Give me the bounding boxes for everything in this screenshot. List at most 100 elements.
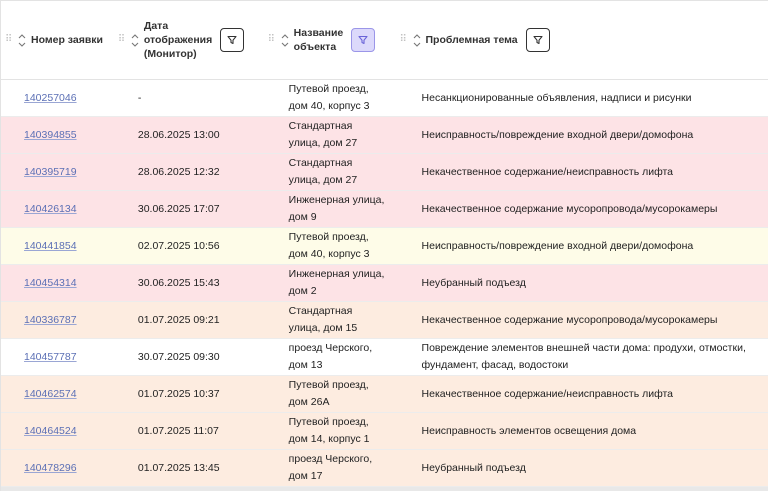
cell-request-number: 140441854 (1, 228, 114, 264)
problem-topic-line: Несанкционированные объявления, надписи … (421, 91, 692, 104)
problem-topic-text: Повреждение элементов внешней части дома… (422, 340, 746, 374)
cell-display-date: 28.06.2025 12:32 (137, 165, 220, 178)
cell-request-number: 140462574 (1, 376, 114, 412)
column-label-date: Дата отображения (Монитор) (144, 19, 212, 61)
problem-topic-text: Неисправность/повреждение входной двери/… (422, 238, 694, 255)
table-row[interactable]: 140462574 01.07.2025 10:37 Путевой проезд,… (1, 376, 768, 413)
table-row[interactable]: 140457787 30.07.2025 09:30 проезд Черского… (1, 339, 768, 376)
problem-topic-line: Некачественное содержание/неисправность … (421, 165, 674, 178)
problem-topic-text: Неубранный подъезд (422, 275, 526, 292)
request-number-link[interactable]: 140257046 (24, 91, 77, 104)
object-name-line: Стандартная (288, 157, 353, 169)
column-label-topic: Проблемная тема (425, 34, 518, 46)
table-row[interactable]: 140257046 - Путевой проезд, дом 40, корпус … (1, 80, 768, 117)
object-name-line: дом 17 (288, 470, 323, 482)
object-name-line: Путевой проезд, (288, 83, 369, 95)
object-name-line: проезд Черского, (288, 453, 373, 465)
cell-display-date: 30.06.2025 15:43 (137, 276, 220, 289)
filter-icon (227, 35, 237, 45)
cell-object-name: Путевой проезд, дом 14, корпус 1 (264, 413, 395, 449)
drag-handle-icon[interactable]: ⠿ (117, 34, 125, 45)
cell-request-number: 140464524 (1, 413, 114, 449)
sort-arrows-icon[interactable] (412, 33, 422, 47)
cell-display-date: 01.07.2025 11:07 (137, 424, 219, 437)
filter-button-date[interactable] (220, 28, 245, 52)
column-label-date-line1: Дата (143, 20, 169, 32)
table-row[interactable]: 140336787 01.07.2025 09:21 Стандартная улиц… (1, 302, 768, 339)
column-header-topic[interactable]: ⠿ Проблемная тема (395, 1, 768, 79)
cell-object-name: проезд Черского, дом 17 (264, 450, 395, 486)
cell-object-name: Стандартная улица, дом 27 (264, 154, 395, 190)
drag-handle-icon[interactable]: ⠿ (399, 34, 407, 45)
column-header-object[interactable]: ⠿ Название объекта (264, 1, 395, 79)
object-name-line: дом 14, корпус 1 (288, 433, 370, 445)
problem-topic-text: Некачественное содержание/неисправность … (422, 164, 674, 181)
request-number-link[interactable]: 140394855 (24, 128, 77, 141)
cell-object-name: Инженерная улица, дом 2 (264, 265, 395, 301)
table-row[interactable]: 140395719 28.06.2025 12:32 Стандартная улиц… (1, 154, 768, 191)
request-number-link[interactable]: 140441854 (24, 239, 77, 252)
drag-handle-icon[interactable]: ⠿ (5, 34, 12, 45)
cell-problem-topic: Некачественное содержание мусоропровода/… (395, 191, 768, 227)
object-name-line: улица, дом 15 (288, 322, 358, 334)
object-name-line: Инженерная улица, (288, 194, 385, 206)
table-row[interactable]: 140454314 30.06.2025 15:43 Инженерная улиц… (1, 265, 768, 302)
cell-display-date: 02.07.2025 10:56 (137, 239, 220, 252)
cell-request-number: 140394855 (1, 117, 114, 153)
table-body: 140257046 - Путевой проезд, дом 40, корпус … (1, 80, 768, 487)
request-number-link[interactable]: 140426134 (24, 202, 77, 215)
table-header: ⠿ Номер заявки ⠿ Дата отображения (Монит… (1, 0, 768, 80)
problem-topic-line: Некачественное содержание/неисправность … (421, 387, 674, 400)
object-name-line: Путевой проезд, (288, 379, 369, 391)
object-name-text: Стандартная улица, дом 27 (289, 118, 357, 152)
cell-problem-topic: Неубранный подъезд (395, 265, 768, 301)
table-row[interactable]: 140394855 28.06.2025 13:00 Стандартная улиц… (1, 117, 768, 154)
sort-arrows-icon[interactable] (280, 33, 290, 47)
problem-topic-text: Несанкционированные объявления, надписи … (422, 90, 692, 107)
cell-request-number: 140395719 (1, 154, 114, 190)
object-name-text: Путевой проезд, дом 26А (289, 377, 369, 411)
sort-arrows-icon[interactable] (130, 33, 140, 47)
column-label-object-line1: Название (293, 27, 344, 39)
sort-arrows-icon[interactable] (17, 33, 27, 47)
filter-button-topic[interactable] (525, 28, 550, 52)
request-number-link[interactable]: 140457787 (24, 350, 77, 363)
filter-icon (358, 35, 368, 45)
object-name-text: Инженерная улица, дом 9 (289, 192, 385, 226)
request-number-link[interactable]: 140462574 (24, 387, 77, 400)
table-row[interactable]: 140478296 01.07.2025 13:45 проезд Черского… (1, 450, 768, 487)
column-header-date[interactable]: ⠿ Дата отображения (Монитор) (114, 1, 264, 79)
table-bottom-border (1, 487, 768, 491)
table-row[interactable]: 140464524 01.07.2025 11:07 Путевой проезд,… (1, 413, 768, 450)
problem-topic-line: Некачественное содержание мусоропровода/… (421, 313, 718, 326)
request-number-link[interactable]: 140395719 (24, 165, 77, 178)
problem-topic-text: Некачественное содержание мусоропровода/… (422, 312, 718, 329)
object-name-line: дом 40, корпус 3 (288, 248, 370, 260)
cell-object-name: Инженерная улица, дом 9 (264, 191, 395, 227)
object-name-text: Стандартная улица, дом 15 (289, 303, 357, 337)
request-number-link[interactable]: 140454314 (24, 276, 77, 289)
cell-display-date: 01.07.2025 13:45 (137, 461, 220, 474)
request-number-link[interactable]: 140464524 (24, 424, 77, 437)
table-row[interactable]: 140441854 02.07.2025 10:56 Путевой проезд,… (1, 228, 768, 265)
object-name-text: проезд Черского, дом 17 (289, 451, 372, 485)
cell-object-name: проезд Черского, дом 13 (264, 339, 395, 375)
table-row[interactable]: 140426134 30.06.2025 17:07 Инженерная улиц… (1, 191, 768, 228)
column-header-number[interactable]: ⠿ Номер заявки (1, 1, 114, 79)
column-label-object-line2: объекта (293, 41, 337, 53)
filter-button-object[interactable] (351, 28, 376, 52)
cell-display-date: 30.07.2025 09:30 (137, 350, 220, 363)
request-number-link[interactable]: 140478296 (24, 461, 77, 474)
object-name-line: проезд Черского, (288, 342, 373, 354)
request-number-link[interactable]: 140336787 (24, 313, 77, 326)
object-name-text: Путевой проезд, дом 40, корпус 3 (289, 81, 370, 115)
drag-handle-icon[interactable]: ⠿ (267, 34, 275, 45)
problem-topic-line: фундамент, фасад, водостоки (421, 359, 569, 371)
cell-problem-topic: Неисправность/повреждение входной двери/… (395, 228, 768, 264)
object-name-line: дом 26А (288, 396, 330, 408)
cell-object-name: Путевой проезд, дом 26А (264, 376, 395, 412)
object-name-line: Путевой проезд, (288, 416, 369, 428)
object-name-text: Путевой проезд, дом 40, корпус 3 (289, 229, 370, 263)
object-name-line: Стандартная (288, 305, 353, 317)
